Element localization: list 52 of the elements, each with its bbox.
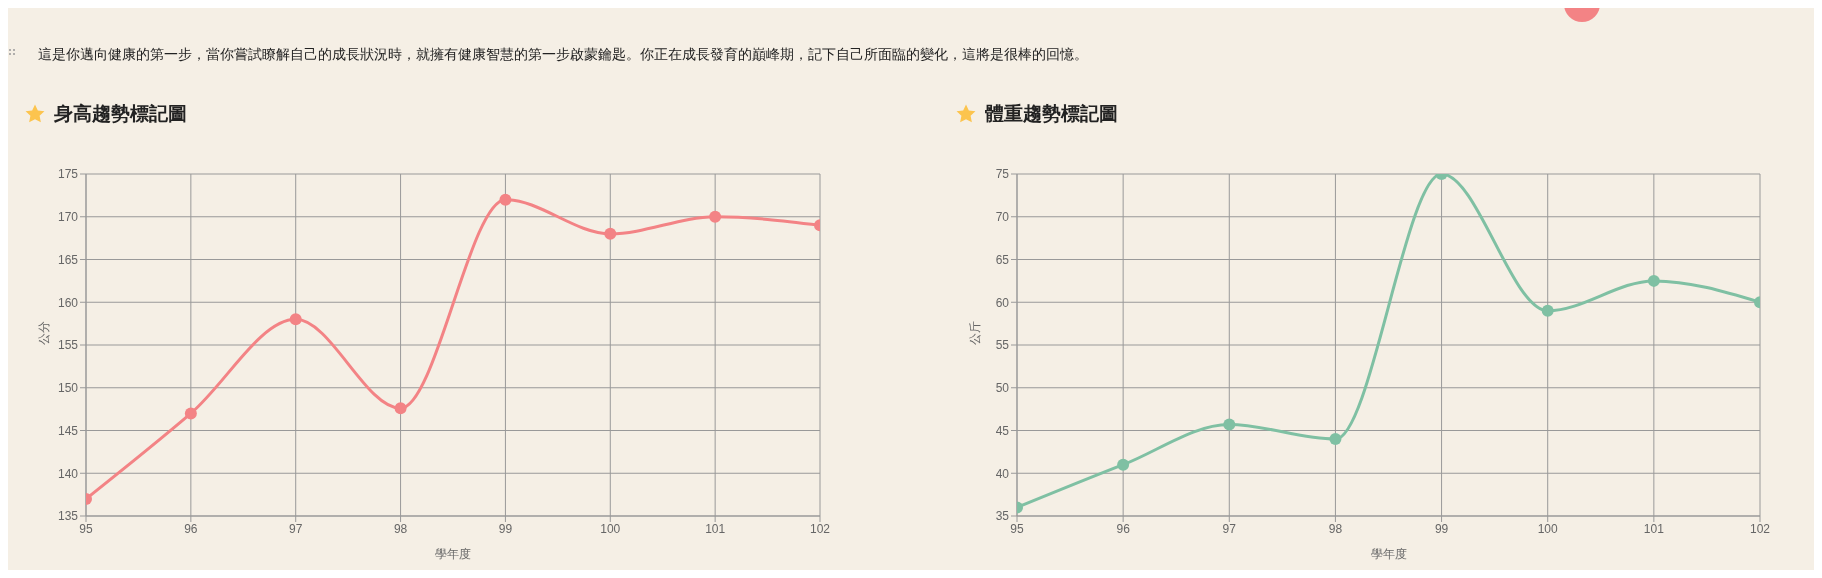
point — [1647, 274, 1660, 287]
y-tick-label: 155 — [57, 338, 79, 353]
y-tick-label: 150 — [57, 381, 79, 396]
x-tick-label: 99 — [1434, 521, 1449, 536]
y-tick-label: 170 — [57, 210, 79, 225]
x-tick-label: 102 — [809, 521, 831, 536]
y-tick-label: 60 — [995, 295, 1010, 310]
y-tick-label: 55 — [995, 338, 1010, 353]
x-axis-title: 學年度 — [435, 547, 471, 561]
x-tick-label: 100 — [600, 521, 621, 536]
y-tick-label: 140 — [57, 466, 79, 481]
point — [1117, 458, 1130, 471]
y-axis-title: 公斤 — [968, 321, 983, 345]
point — [289, 313, 302, 326]
point — [499, 193, 512, 206]
y-tick-label: 165 — [57, 252, 79, 267]
y-tick-label: 135 — [57, 509, 79, 524]
y-tick-label: 145 — [57, 423, 79, 438]
x-axis-title: 學年度 — [1370, 547, 1407, 561]
y-tick-label: 40 — [995, 466, 1010, 481]
x-tick-label: 96 — [184, 521, 198, 536]
point — [1329, 433, 1342, 446]
point — [709, 210, 722, 223]
x-tick-label: 96 — [1116, 521, 1131, 536]
y-tick-label: 45 — [995, 423, 1010, 438]
x-tick-label: 99 — [498, 521, 513, 536]
text: 這是你邁向健康的第一步，當你嘗試瞭解自己的成長狀況時，就擁有健康智慧的第一步啟蒙鑰匙。你正在成長發育的巔峰期，記下自己所面臨的變化，這將是很棒的回憶。 — [38, 46, 1088, 64]
y-tick-label: 75 — [995, 167, 1010, 182]
y-tick-label: 65 — [995, 252, 1010, 267]
x-tick-label: 98 — [1328, 521, 1343, 536]
point — [1541, 304, 1554, 317]
y-tick-label: 70 — [995, 210, 1010, 225]
x-tick-label: 95 — [79, 521, 93, 536]
y-tick-label: 35 — [995, 509, 1010, 524]
y-tick-label: 160 — [57, 295, 79, 310]
y-tick-label: 50 — [995, 381, 1010, 396]
x-tick-label: 95 — [1010, 521, 1024, 536]
y-axis-title: 公分 — [37, 321, 52, 345]
point — [394, 402, 407, 415]
x-tick-label: 101 — [705, 521, 726, 536]
x-tick-label: 100 — [1537, 521, 1559, 536]
x-tick-label: 102 — [1749, 521, 1771, 536]
chart-title: 體重趨勢標記圖 — [985, 102, 1118, 126]
x-tick-label: 98 — [393, 521, 408, 536]
y-tick-label: 175 — [57, 167, 79, 182]
point — [184, 407, 197, 420]
x-tick-label: 97 — [1222, 521, 1237, 536]
chart-title: 身高趨勢標記圖 — [54, 102, 187, 126]
point — [1223, 418, 1236, 431]
x-tick-label: 97 — [289, 521, 303, 536]
x-tick-label: 101 — [1643, 521, 1665, 536]
point — [604, 227, 617, 240]
